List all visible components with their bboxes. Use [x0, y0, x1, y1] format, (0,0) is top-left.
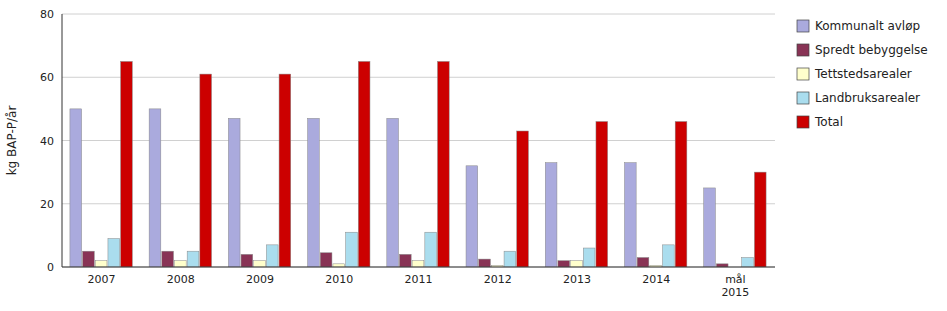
bar	[663, 245, 675, 267]
grid-line	[62, 77, 775, 78]
bar	[479, 259, 491, 267]
x-tick-label: 2008	[167, 273, 195, 286]
bar	[438, 61, 450, 267]
bar	[387, 118, 399, 267]
bar	[279, 74, 291, 267]
y-tick-label: 60	[40, 71, 54, 84]
bar	[108, 239, 120, 267]
chart-container: 0 20 40 60 80 kg BAP-P/år 2007 2008 2009 2010 2011…	[0, 0, 947, 311]
bar	[162, 251, 174, 267]
bar	[95, 261, 107, 267]
grid-line	[62, 14, 775, 15]
y-tick-label: 80	[40, 8, 54, 21]
legend-label: Total	[814, 115, 843, 129]
bar	[228, 118, 240, 267]
bar	[308, 118, 320, 267]
chart: 0 20 40 60 80 kg BAP-P/år 2007 2008 2009 2010 2011…	[0, 0, 947, 311]
bar	[466, 166, 478, 267]
bar	[187, 251, 199, 267]
bar	[346, 232, 358, 267]
bar	[70, 109, 82, 267]
bar	[149, 109, 161, 267]
x-tick-label: mål2015	[721, 273, 749, 299]
x-tick-label: 2013	[563, 273, 591, 286]
y-tick-label: 20	[40, 198, 54, 211]
x-tick-label: 2014	[642, 273, 670, 286]
bar	[754, 172, 766, 267]
x-tick-label: 2007	[88, 273, 116, 286]
legend-swatch	[797, 68, 809, 80]
legend-swatch	[797, 92, 809, 104]
x-tick-label: 2010	[325, 273, 353, 286]
bar	[266, 245, 278, 267]
bar	[624, 163, 636, 267]
bar	[121, 61, 133, 267]
bar	[174, 261, 186, 267]
bar	[545, 163, 557, 267]
bars	[70, 61, 766, 267]
y-axis-label: kg BAP-P/år	[5, 106, 19, 176]
bar	[504, 251, 516, 267]
bar	[704, 188, 716, 267]
bar	[358, 61, 370, 267]
bar	[83, 251, 95, 267]
legend: Kommunalt avløp Spredt bebyggelse Tettsted…	[797, 19, 928, 129]
bar	[254, 261, 266, 267]
bar	[517, 131, 529, 267]
y-axis-line	[62, 14, 63, 267]
legend-swatch	[797, 116, 809, 128]
legend-label: Tettstedsarealer	[814, 67, 912, 81]
legend-swatch	[797, 44, 809, 56]
bar	[675, 122, 687, 267]
y-axis: 0 20 40 60 80	[40, 8, 54, 274]
bar	[571, 261, 583, 267]
legend-label: Kommunalt avløp	[815, 19, 920, 33]
bar	[637, 258, 649, 267]
x-axis: 2007 2008 2009 2010 2011 2012 2013 2014 mål2015	[88, 273, 750, 299]
x-tick-label: 2012	[484, 273, 512, 286]
legend-label: Spredt bebyggelse	[815, 43, 928, 57]
bar	[742, 258, 754, 267]
bar	[241, 254, 253, 267]
y-tick-label: 40	[40, 135, 54, 148]
grid-line	[62, 267, 775, 268]
bar	[596, 122, 608, 267]
bar	[583, 248, 595, 267]
x-tick-label: 2011	[405, 273, 433, 286]
bar	[399, 254, 411, 267]
bar	[200, 74, 212, 267]
x-tick-label: 2009	[246, 273, 274, 286]
grid-line	[62, 203, 775, 204]
grid	[62, 14, 775, 267]
x-axis-line	[62, 267, 775, 268]
y-tick-label: 0	[47, 261, 54, 274]
legend-swatch	[797, 20, 809, 32]
legend-label: Landbruksarealer	[815, 91, 920, 105]
bar	[425, 232, 437, 267]
bar	[558, 261, 570, 267]
grid-line	[62, 140, 775, 141]
bar	[412, 261, 424, 267]
bar	[320, 253, 332, 267]
